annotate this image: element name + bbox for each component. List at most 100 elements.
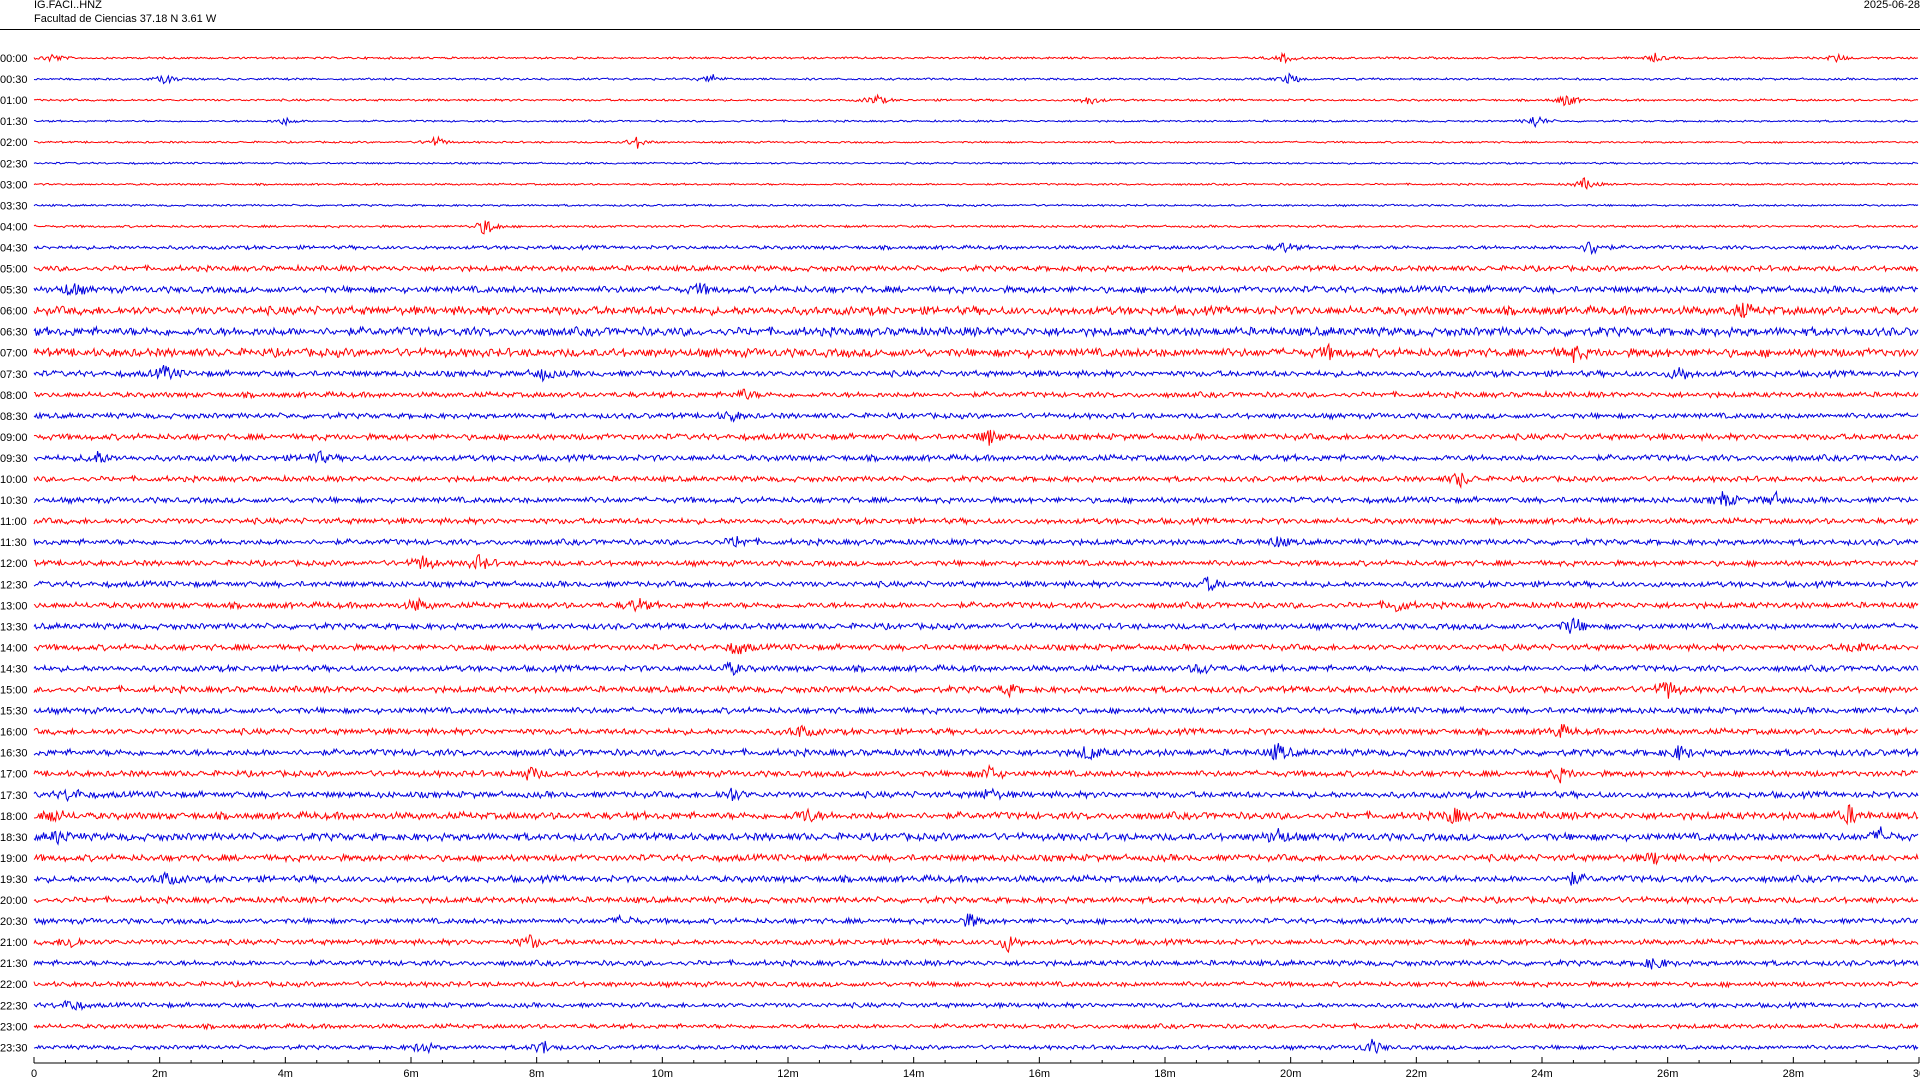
- row-label: 20:00: [0, 895, 28, 907]
- x-tick-label: 30: [1913, 1068, 1920, 1080]
- row-label: 12:00: [0, 558, 28, 570]
- x-tick-label: 24m: [1531, 1068, 1552, 1080]
- station-code: IG.FACI..HNZ: [34, 0, 102, 11]
- x-tick-label: 8m: [529, 1068, 544, 1080]
- x-tick-label: 28m: [1783, 1068, 1804, 1080]
- row-label: 09:30: [0, 453, 28, 465]
- seismic-trace: [33, 536, 1919, 548]
- seismic-trace: [33, 787, 1919, 803]
- row-label: 02:00: [0, 137, 28, 149]
- row-label: 23:00: [0, 1021, 28, 1033]
- row-label-group: 00:00 00:30 01:00 01:30 02:00 02:30 03:00 03:30…: [0, 53, 28, 1054]
- seismic-trace: [33, 1022, 1919, 1031]
- row-label: 10:00: [0, 474, 28, 486]
- seismic-trace: [33, 553, 1919, 570]
- x-tick-label: 20m: [1280, 1068, 1301, 1080]
- seismic-trace: [33, 576, 1919, 592]
- row-label: 13:00: [0, 600, 28, 612]
- row-label: 02:30: [0, 158, 28, 170]
- row-label: 22:00: [0, 979, 28, 991]
- row-label: 14:30: [0, 663, 28, 675]
- row-label: 11:00: [0, 516, 27, 528]
- seismic-trace: [33, 852, 1919, 866]
- seismic-trace: [33, 325, 1919, 339]
- seismic-trace: [33, 410, 1919, 423]
- row-label: 22:30: [0, 1000, 28, 1012]
- seismic-trace: [33, 763, 1919, 784]
- row-label: 11:30: [0, 537, 27, 549]
- row-label: 04:30: [0, 242, 28, 254]
- record-date: 2025-06-28: [1863, 0, 1920, 11]
- seismic-trace: [34, 135, 1919, 149]
- x-tick-label: 10m: [652, 1068, 673, 1080]
- row-label: 15:30: [0, 706, 28, 718]
- x-tick-label: 18m: [1154, 1068, 1175, 1080]
- seismic-trace: [33, 871, 1919, 886]
- row-label: 16:30: [0, 748, 28, 760]
- row-label: 21:30: [0, 958, 28, 970]
- seismic-trace: [33, 804, 1919, 826]
- seismic-trace: [33, 934, 1919, 954]
- seismic-trace: [33, 1038, 1919, 1055]
- seismic-trace: [33, 72, 1919, 85]
- seismic-trace: [33, 617, 1919, 634]
- row-label: 18:30: [0, 832, 28, 844]
- row-label: 07:30: [0, 369, 28, 381]
- row-label: 12:30: [0, 579, 28, 591]
- row-label: 21:00: [0, 937, 28, 949]
- seismic-trace: [33, 472, 1919, 490]
- seismic-trace: [33, 342, 1919, 364]
- seismic-trace: [33, 203, 1919, 208]
- seismic-trace: [33, 51, 1919, 65]
- row-label: 06:00: [0, 306, 28, 318]
- seismic-trace: [33, 681, 1919, 699]
- seismic-trace: [33, 979, 1919, 989]
- row-label: 05:00: [0, 264, 28, 276]
- station-location: Facultad de Ciencias 37.18 N 3.61 W: [34, 13, 217, 25]
- x-tick-label: 16m: [1029, 1068, 1050, 1080]
- x-axis: 0 2m 4m 6m 8m 10m 12m 14m 16m 18m 20m 22m 24m 26m 28m 3…: [31, 1057, 1920, 1080]
- row-label: 03:30: [0, 200, 28, 212]
- seismic-trace: [33, 489, 1919, 507]
- seismic-trace: [33, 826, 1919, 846]
- seismic-trace: [33, 958, 1919, 970]
- x-tick-label: 12m: [777, 1068, 798, 1080]
- header-rule: [0, 29, 1920, 30]
- seismic-trace: [33, 429, 1919, 446]
- trace-group: [33, 51, 1919, 1055]
- x-tick-label: 4m: [278, 1068, 293, 1080]
- seismic-trace: [33, 282, 1919, 296]
- seismic-trace: [33, 516, 1919, 527]
- row-label: 15:00: [0, 685, 28, 697]
- row-label: 13:30: [0, 621, 28, 633]
- seismic-trace: [33, 364, 1919, 383]
- seismic-trace: [33, 93, 1919, 107]
- seismic-trace: [33, 705, 1919, 716]
- row-label: 10:30: [0, 495, 28, 507]
- seismic-trace: [33, 450, 1919, 464]
- row-label: 14:00: [0, 642, 28, 654]
- row-label: 01:30: [0, 116, 28, 128]
- row-label: 08:30: [0, 411, 28, 423]
- seismic-trace: [33, 596, 1919, 613]
- x-tick-label: 14m: [903, 1068, 924, 1080]
- x-tick-label: 2m: [152, 1068, 167, 1080]
- row-label: 01:00: [0, 95, 28, 107]
- row-label: 03:00: [0, 179, 28, 191]
- row-label: 17:00: [0, 769, 28, 781]
- row-label: 20:30: [0, 916, 28, 928]
- row-label: 00:00: [0, 53, 28, 65]
- row-label: 00:30: [0, 74, 28, 86]
- seismic-trace: [33, 263, 1919, 273]
- seismic-trace: [33, 724, 1919, 738]
- x-tick-label: 26m: [1657, 1068, 1678, 1080]
- seismic-trace: [33, 661, 1919, 676]
- row-label: 09:00: [0, 432, 28, 444]
- header: IG.FACI..HNZ Facultad de Ciencias 37.18 …: [0, 0, 1920, 30]
- seismic-trace: [33, 913, 1919, 927]
- seismic-trace: [33, 241, 1919, 256]
- row-label: 06:30: [0, 327, 28, 339]
- row-label: 08:00: [0, 390, 28, 402]
- seismic-trace: [33, 388, 1919, 400]
- x-tick-label: 6m: [403, 1068, 418, 1080]
